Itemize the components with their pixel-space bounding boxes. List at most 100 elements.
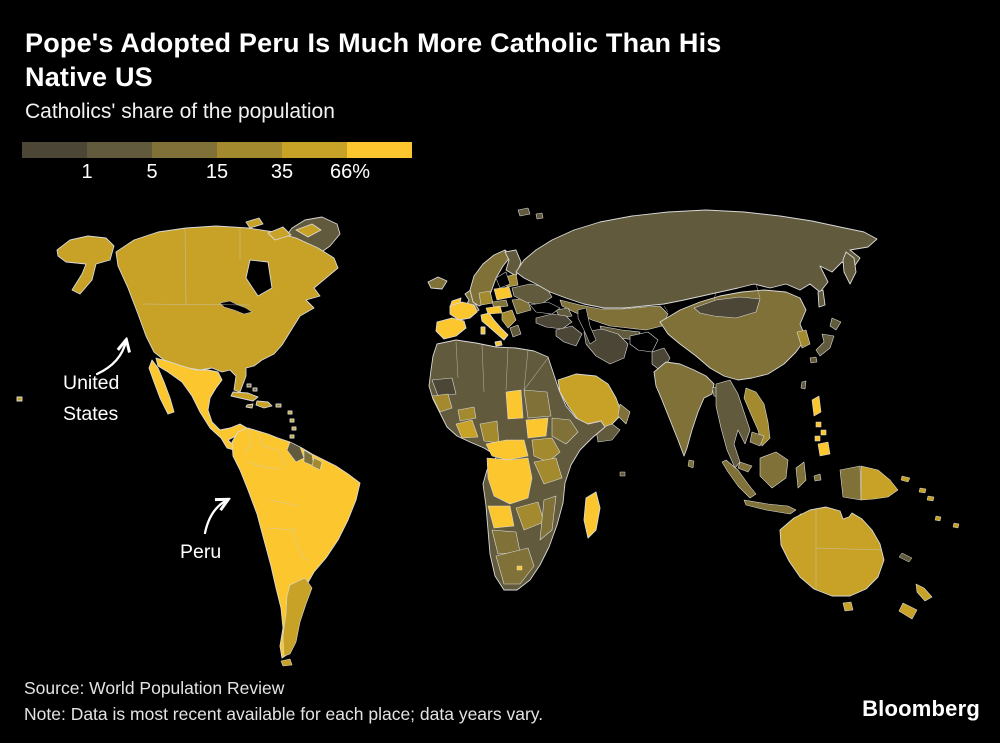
region-south-america bbox=[231, 427, 361, 659]
black-sea bbox=[529, 301, 561, 315]
region-mauritania bbox=[431, 377, 457, 397]
region-lesotho bbox=[516, 565, 523, 571]
legend-swatch-2 bbox=[152, 142, 217, 158]
legend-color-bar bbox=[22, 142, 412, 158]
region-hawaii bbox=[16, 396, 23, 402]
region-madagascar bbox=[583, 491, 601, 539]
legend-tick-15: 15 bbox=[205, 161, 229, 183]
region-greece bbox=[509, 324, 522, 338]
region-uganda-kenya bbox=[531, 437, 561, 463]
region-angola bbox=[487, 505, 515, 529]
inland-water bbox=[219, 271, 597, 345]
region-sudan bbox=[523, 389, 552, 419]
peru-annotation-arrow bbox=[203, 500, 227, 535]
region-czech-slovakia bbox=[491, 299, 509, 309]
legend-swatch-3 bbox=[217, 142, 282, 158]
region-tanzania bbox=[533, 457, 563, 485]
sahara-borders bbox=[455, 341, 549, 393]
region-taiwan bbox=[800, 380, 807, 390]
baltic-sea bbox=[495, 271, 511, 289]
region-syria-iraq bbox=[555, 325, 583, 347]
region-fiji-pacific bbox=[934, 515, 960, 529]
region-cambodia bbox=[749, 431, 765, 447]
asia-borders bbox=[663, 283, 761, 313]
legend-swatch-4 bbox=[282, 142, 347, 158]
region-lesser-antilles bbox=[287, 410, 297, 439]
region-arctic-islands bbox=[245, 217, 322, 241]
region-baja-california bbox=[148, 359, 175, 415]
us-annotation-label-line2: States bbox=[63, 403, 119, 425]
region-sri-lanka bbox=[687, 459, 695, 469]
region-papua-new-guinea bbox=[860, 465, 899, 501]
region-tierra-del-fuego bbox=[280, 658, 293, 667]
chart-header: Pope's Adopted Peru Is Much More Catholi… bbox=[25, 26, 925, 124]
region-myanmar-thailand bbox=[715, 379, 751, 469]
legend-swatch-0 bbox=[22, 142, 87, 158]
region-indian-ocean-islands bbox=[619, 471, 626, 477]
legend-swatch-1 bbox=[87, 142, 152, 158]
region-jamaica bbox=[245, 403, 254, 409]
region-afghanistan bbox=[629, 331, 659, 353]
australia-borders bbox=[815, 508, 883, 590]
region-france bbox=[449, 301, 478, 321]
region-japan bbox=[809, 317, 842, 364]
bloomberg-logo: Bloomberg bbox=[862, 696, 980, 721]
legend-tick-66: 66% bbox=[329, 161, 371, 183]
color-scale-legend: 1 5 15 35 66% bbox=[22, 142, 412, 192]
region-russia bbox=[515, 209, 878, 309]
internal-borders bbox=[142, 227, 883, 590]
region-cuba bbox=[230, 391, 259, 402]
region-mongolia bbox=[693, 296, 761, 319]
legend-tick-35: 35 bbox=[270, 161, 294, 183]
region-south-africa bbox=[495, 547, 535, 585]
region-oman bbox=[617, 403, 631, 425]
region-ukraine-belarus bbox=[511, 283, 553, 306]
legend-tick-1: 1 bbox=[81, 161, 93, 183]
us-annotation-label-line1: United bbox=[63, 372, 119, 394]
region-ivory-coast-ghana bbox=[455, 419, 479, 439]
legend-tick-labels: 1 5 15 35 66% bbox=[22, 158, 412, 188]
us-canada-border bbox=[142, 303, 251, 306]
region-balkans bbox=[501, 309, 517, 329]
region-ethiopia bbox=[551, 417, 579, 445]
region-australia bbox=[779, 506, 885, 597]
region-south-korea bbox=[796, 329, 811, 349]
region-alaska bbox=[56, 235, 115, 295]
region-puerto-rico bbox=[275, 403, 282, 408]
region-burkina-faso bbox=[457, 406, 477, 422]
chart-title-line2: Native US bbox=[25, 62, 153, 92]
region-poland bbox=[493, 286, 513, 301]
peru-annotation-label: Peru bbox=[180, 541, 221, 563]
us-annotation-arrow bbox=[95, 341, 126, 376]
landmasses bbox=[16, 207, 960, 667]
caspian-sea bbox=[577, 307, 597, 345]
region-senegal-guinea bbox=[431, 393, 453, 413]
region-argentina bbox=[282, 577, 313, 657]
region-india bbox=[653, 361, 715, 457]
chart-footer: Source: World Population Review Note: Da… bbox=[24, 675, 543, 727]
region-saudi-arabia bbox=[557, 373, 623, 431]
region-new-caledonia bbox=[898, 552, 913, 563]
region-kamchatka bbox=[817, 251, 857, 308]
legend-swatch-5 bbox=[347, 142, 412, 158]
annotation-peru: Peru bbox=[180, 500, 227, 563]
source-text: Source: World Population Review bbox=[24, 678, 285, 698]
chart-subtitle: Catholics' share of the population bbox=[25, 100, 335, 123]
region-chad bbox=[505, 389, 524, 420]
region-tasmania bbox=[842, 601, 854, 612]
region-turkey bbox=[535, 313, 573, 330]
region-hispaniola bbox=[255, 400, 273, 409]
region-iceland bbox=[427, 276, 448, 290]
region-philippines bbox=[811, 395, 831, 457]
great-lakes bbox=[219, 300, 253, 315]
region-iberia bbox=[435, 317, 467, 340]
note-text: Note: Data is most recent available for … bbox=[24, 704, 544, 724]
region-dr-congo bbox=[486, 457, 533, 505]
legend-tick-5: 5 bbox=[146, 161, 158, 183]
region-mozambique bbox=[539, 495, 557, 541]
region-vietnam-laos bbox=[743, 387, 771, 447]
region-papua-indonesia bbox=[839, 465, 862, 501]
region-french-guiana bbox=[311, 457, 323, 471]
